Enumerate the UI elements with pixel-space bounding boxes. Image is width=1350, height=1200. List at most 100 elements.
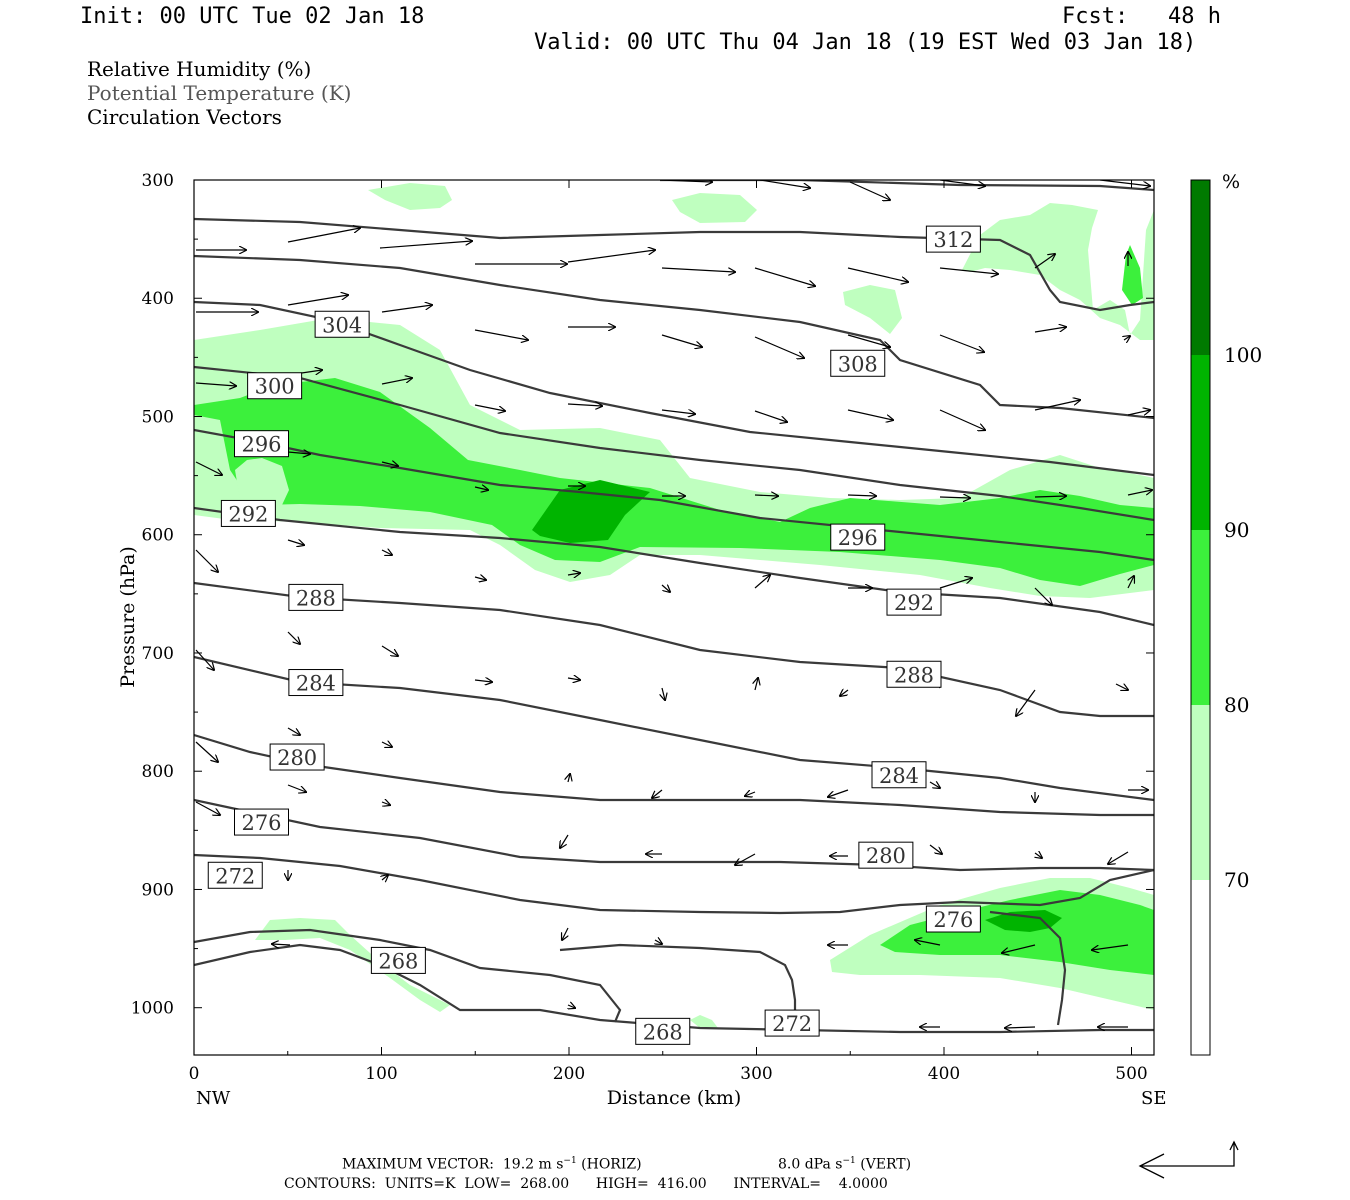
vector bbox=[562, 927, 568, 940]
contour-line bbox=[660, 180, 1154, 192]
vector bbox=[745, 792, 756, 796]
y-tick-label: 600 bbox=[142, 526, 174, 546]
vector bbox=[1124, 336, 1130, 340]
x-tick-label: 0 bbox=[189, 1064, 200, 1084]
contour-label-text: 272 bbox=[215, 864, 255, 888]
vector bbox=[381, 550, 392, 555]
vector bbox=[661, 585, 670, 592]
y-tick-label: 400 bbox=[142, 289, 174, 309]
contour-label: 276 bbox=[925, 905, 981, 933]
vector bbox=[474, 404, 505, 411]
vector bbox=[652, 789, 663, 798]
contour-line bbox=[194, 733, 1154, 817]
vector bbox=[381, 462, 398, 466]
contour-label-text: 276 bbox=[933, 908, 973, 932]
contour-label-box bbox=[234, 430, 289, 458]
contour-label-box bbox=[207, 861, 263, 889]
vector bbox=[847, 409, 893, 420]
rh-80-top-right bbox=[1122, 245, 1143, 305]
colorbar-frame bbox=[1190, 179, 1211, 1056]
vector bbox=[379, 241, 472, 249]
max-vector-horiz: MAXIMUM VECTOR: 19.2 m s−1 (HORIZ) bbox=[342, 1156, 642, 1173]
vector bbox=[661, 334, 702, 347]
colorbar-ticks: 70 80 90 100 bbox=[1224, 343, 1262, 892]
legend-vectors: Circulation Vectors bbox=[87, 105, 282, 129]
contour-label-text: 272 bbox=[772, 1012, 812, 1036]
vector bbox=[755, 678, 758, 691]
vector bbox=[939, 267, 998, 274]
contour-labels: 312 308 304 300 296 296 292 292 288 288 284 284 280 2… bbox=[207, 225, 981, 1045]
vector bbox=[568, 1005, 575, 1008]
contour-line bbox=[194, 365, 1154, 522]
x-tick-label: 300 bbox=[740, 1064, 772, 1084]
vector bbox=[287, 452, 310, 454]
contour-line bbox=[989, 910, 1067, 1026]
vector bbox=[1002, 944, 1036, 953]
contour-line bbox=[194, 655, 1154, 802]
y-axis-label: Pressure (hPa) bbox=[117, 546, 139, 688]
vector bbox=[287, 631, 300, 644]
x-left-end-label: NW bbox=[196, 1088, 231, 1109]
contour-label-box bbox=[830, 523, 886, 551]
vector bbox=[754, 410, 787, 422]
vector bbox=[939, 334, 984, 352]
y-axis: 300 400 500 600 700 800 900 1000 bbox=[131, 171, 1154, 1019]
x-axis-label: Distance (km) bbox=[607, 1087, 742, 1109]
vector bbox=[1034, 254, 1055, 269]
rh-70-pocket-left bbox=[235, 458, 289, 508]
contour-label-text: 296 bbox=[241, 433, 281, 457]
y-tick-label: 500 bbox=[142, 407, 174, 427]
contour-label-text: 288 bbox=[894, 663, 934, 687]
contour-label-box bbox=[288, 669, 344, 697]
vector bbox=[381, 742, 392, 747]
vector bbox=[381, 378, 412, 385]
vector bbox=[1108, 851, 1129, 864]
vector bbox=[568, 774, 570, 783]
x-right-end-label: SE bbox=[1141, 1088, 1166, 1109]
contour-line bbox=[559, 943, 797, 1020]
x-tick-label: 200 bbox=[553, 1064, 585, 1084]
contour-label: 280 bbox=[858, 841, 914, 869]
vector bbox=[474, 680, 492, 682]
reference-vector bbox=[1138, 1140, 1239, 1179]
colorbar-level-label: 80 bbox=[1224, 693, 1249, 717]
contour-label: 280 bbox=[269, 743, 325, 771]
init-time: Init: 00 UTC Tue 02 Jan 18 bbox=[80, 4, 425, 29]
vector bbox=[847, 334, 890, 347]
vector bbox=[1128, 576, 1134, 589]
circulation-vectors bbox=[195, 180, 1152, 1028]
contour-label-box bbox=[925, 905, 981, 933]
contour-label-text: 280 bbox=[866, 844, 906, 868]
contour-label-box bbox=[288, 583, 344, 611]
contour-label-box bbox=[764, 1009, 820, 1037]
vector bbox=[1115, 684, 1128, 690]
vector bbox=[195, 549, 218, 572]
vector bbox=[1034, 400, 1080, 411]
contour-label-text: 312 bbox=[933, 228, 973, 252]
vector bbox=[939, 409, 985, 430]
vector bbox=[849, 181, 890, 200]
contour-label-text: 284 bbox=[296, 672, 336, 696]
contour-label: 292 bbox=[220, 499, 276, 527]
contour-label-text: 308 bbox=[838, 352, 878, 376]
colorbar-level-label: 70 bbox=[1224, 868, 1249, 892]
contour-label: 276 bbox=[234, 808, 289, 836]
contour-label-box bbox=[269, 743, 325, 771]
contour-label-box bbox=[234, 808, 289, 836]
vector bbox=[381, 645, 398, 656]
vector bbox=[754, 267, 815, 286]
contour-label-text: 304 bbox=[322, 313, 362, 337]
rh-70-top-3 bbox=[843, 285, 902, 334]
contour-label: 272 bbox=[764, 1009, 820, 1037]
colorbar-band-80 bbox=[1191, 530, 1210, 705]
contour-line bbox=[194, 928, 622, 1023]
vector bbox=[1092, 944, 1129, 950]
contour-label-box bbox=[220, 499, 276, 527]
vector bbox=[735, 853, 756, 865]
contour-label: 296 bbox=[830, 523, 886, 551]
vector bbox=[195, 741, 218, 762]
contour-line bbox=[194, 506, 1154, 627]
contour-label: 296 bbox=[234, 430, 289, 458]
contour-label-box bbox=[886, 660, 942, 688]
